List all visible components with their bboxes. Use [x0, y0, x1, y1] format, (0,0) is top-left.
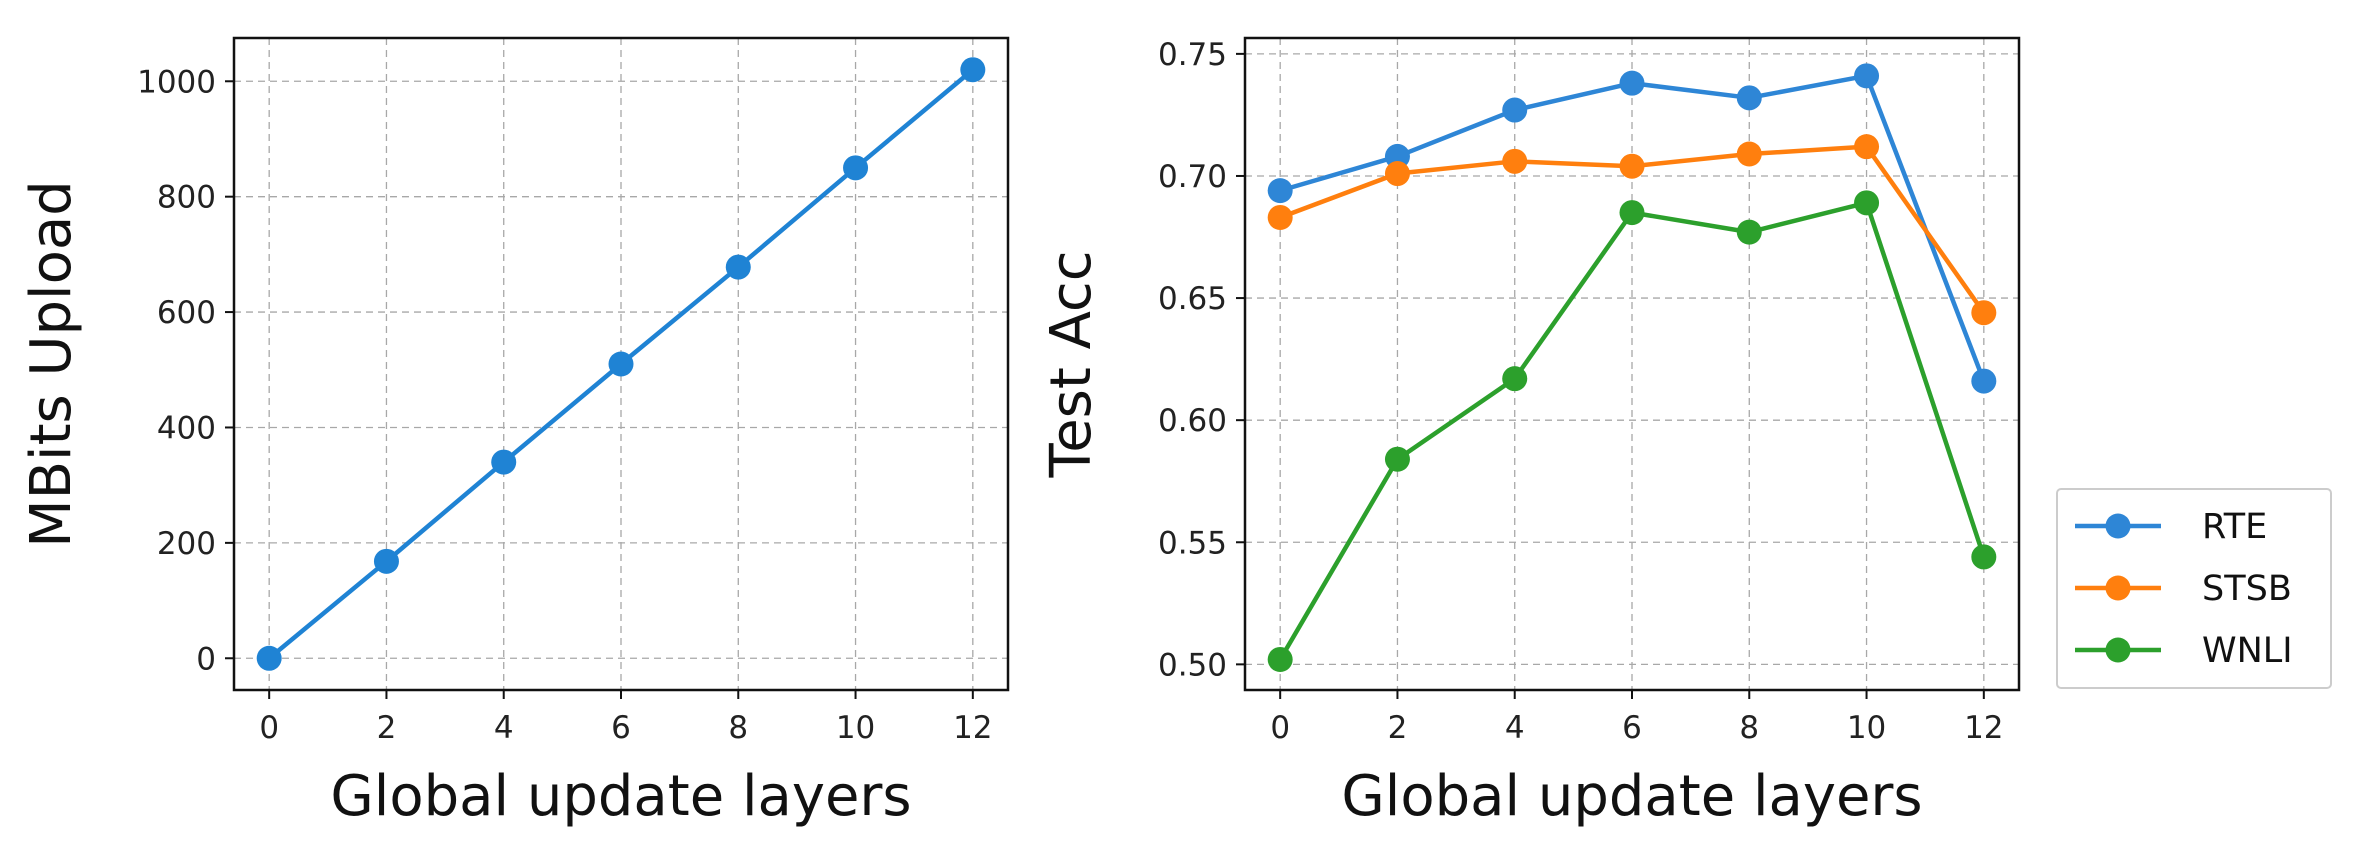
x-tick-labels: 0 2 4 6 8 10 12 [259, 690, 993, 746]
legend: RTE STSB WNLI [2056, 488, 2332, 689]
x-tick-label: 2 [1388, 710, 1408, 746]
legend-item-rte: RTE [2075, 507, 2267, 547]
data-point [1267, 204, 1293, 230]
plot-frame [232, 36, 1010, 692]
x-tick-label: 0 [259, 710, 279, 746]
y-axis-title: Test Acc [1039, 251, 1104, 479]
y-tick-label: 200 [157, 526, 216, 562]
data-point [960, 57, 986, 83]
x-axis-title: Global update layers [330, 764, 911, 829]
data-point [256, 645, 282, 671]
legend-swatch-marker [2105, 637, 2131, 663]
data-point [1267, 178, 1293, 204]
x-tick-label: 6 [1622, 710, 1642, 746]
x-tick-label: 8 [1739, 710, 1759, 746]
x-tick-label: 0 [1270, 710, 1290, 746]
data-point [373, 548, 399, 574]
x-axis-title: Global update layers [1341, 764, 1922, 829]
series-stsb [1267, 134, 1997, 326]
y-tick-label: 1000 [137, 64, 216, 100]
legend-items: RTE STSB WNLI [2075, 507, 2293, 671]
grid-lines [1245, 38, 2019, 690]
legend-swatch-marker [2105, 575, 2131, 601]
data-point [725, 254, 751, 280]
upload-chart: 0 2 4 6 8 10 12 0 200 400 600 800 1000 Global updat… [19, 36, 1010, 829]
y-tick-label: 600 [157, 295, 216, 331]
data-point [1502, 366, 1528, 392]
legend-label: RTE [2202, 507, 2267, 547]
legend-label: WNLI [2202, 631, 2293, 671]
data-point [491, 449, 517, 475]
data-point [1854, 63, 1880, 89]
x-tick-label: 12 [1964, 710, 2003, 746]
x-tick-label: 12 [953, 710, 992, 746]
y-tick-label: 400 [157, 410, 216, 446]
data-point [1619, 200, 1645, 226]
data-point [1736, 85, 1762, 111]
data-point [1619, 153, 1645, 179]
series-rte [1267, 63, 1997, 394]
x-tick-label: 6 [611, 710, 631, 746]
x-tick-label: 8 [728, 710, 748, 746]
data-point [608, 351, 634, 377]
x-tick-label: 10 [836, 710, 875, 746]
series-wnli [1267, 190, 1997, 672]
data-point [1736, 219, 1762, 245]
plot-frame [1243, 36, 2021, 692]
series-lines [1267, 63, 1997, 672]
y-tick-labels: 0 200 400 600 800 1000 [137, 64, 234, 677]
data-point [1971, 300, 1997, 326]
y-tick-label: 0.75 [1158, 37, 1227, 73]
legend-swatch-marker [2105, 513, 2131, 539]
data-point [1854, 190, 1880, 216]
x-tick-label: 10 [1847, 710, 1886, 746]
y-tick-label: 0.65 [1158, 281, 1227, 317]
x-tick-label: 4 [1505, 710, 1525, 746]
data-point [1619, 70, 1645, 96]
y-tick-label: 0.50 [1158, 647, 1227, 683]
data-point [843, 155, 869, 181]
y-tick-labels: 0.50 0.55 0.60 0.65 0.70 0.75 [1158, 37, 1245, 683]
legend-item-wnli: WNLI [2075, 631, 2293, 671]
legend-label: STSB [2202, 569, 2292, 609]
x-tick-label: 4 [494, 710, 514, 746]
data-point [1971, 368, 1997, 394]
data-point [1502, 97, 1528, 123]
data-point [1736, 141, 1762, 167]
y-tick-label: 0.55 [1158, 525, 1227, 561]
data-point [1267, 646, 1293, 672]
data-point [1502, 148, 1528, 174]
data-point [1384, 161, 1410, 187]
y-tick-label: 0 [196, 641, 216, 677]
legend-box [2056, 488, 2332, 689]
data-point [1384, 143, 1410, 169]
x-tick-labels: 0 2 4 6 8 10 12 [1270, 690, 2004, 746]
y-tick-label: 800 [157, 180, 216, 216]
series-line [1279, 73, 1986, 382]
legend-item-stsb: STSB [2075, 569, 2292, 609]
x-tick-label: 2 [377, 710, 397, 746]
grid-lines [234, 38, 1008, 690]
y-tick-label: 0.60 [1158, 403, 1227, 439]
y-axis-title: MBits Upload [19, 180, 84, 547]
data-point [1971, 544, 1997, 570]
data-point [1854, 134, 1880, 160]
data-point [1384, 446, 1410, 472]
series-0 [256, 57, 986, 671]
series-lines [256, 57, 986, 671]
y-tick-label: 0.70 [1158, 159, 1227, 195]
accuracy-chart: 0 2 4 6 8 10 12 0.50 0.55 0.60 0.65 0.70 0.75 Globa… [1039, 36, 2021, 829]
